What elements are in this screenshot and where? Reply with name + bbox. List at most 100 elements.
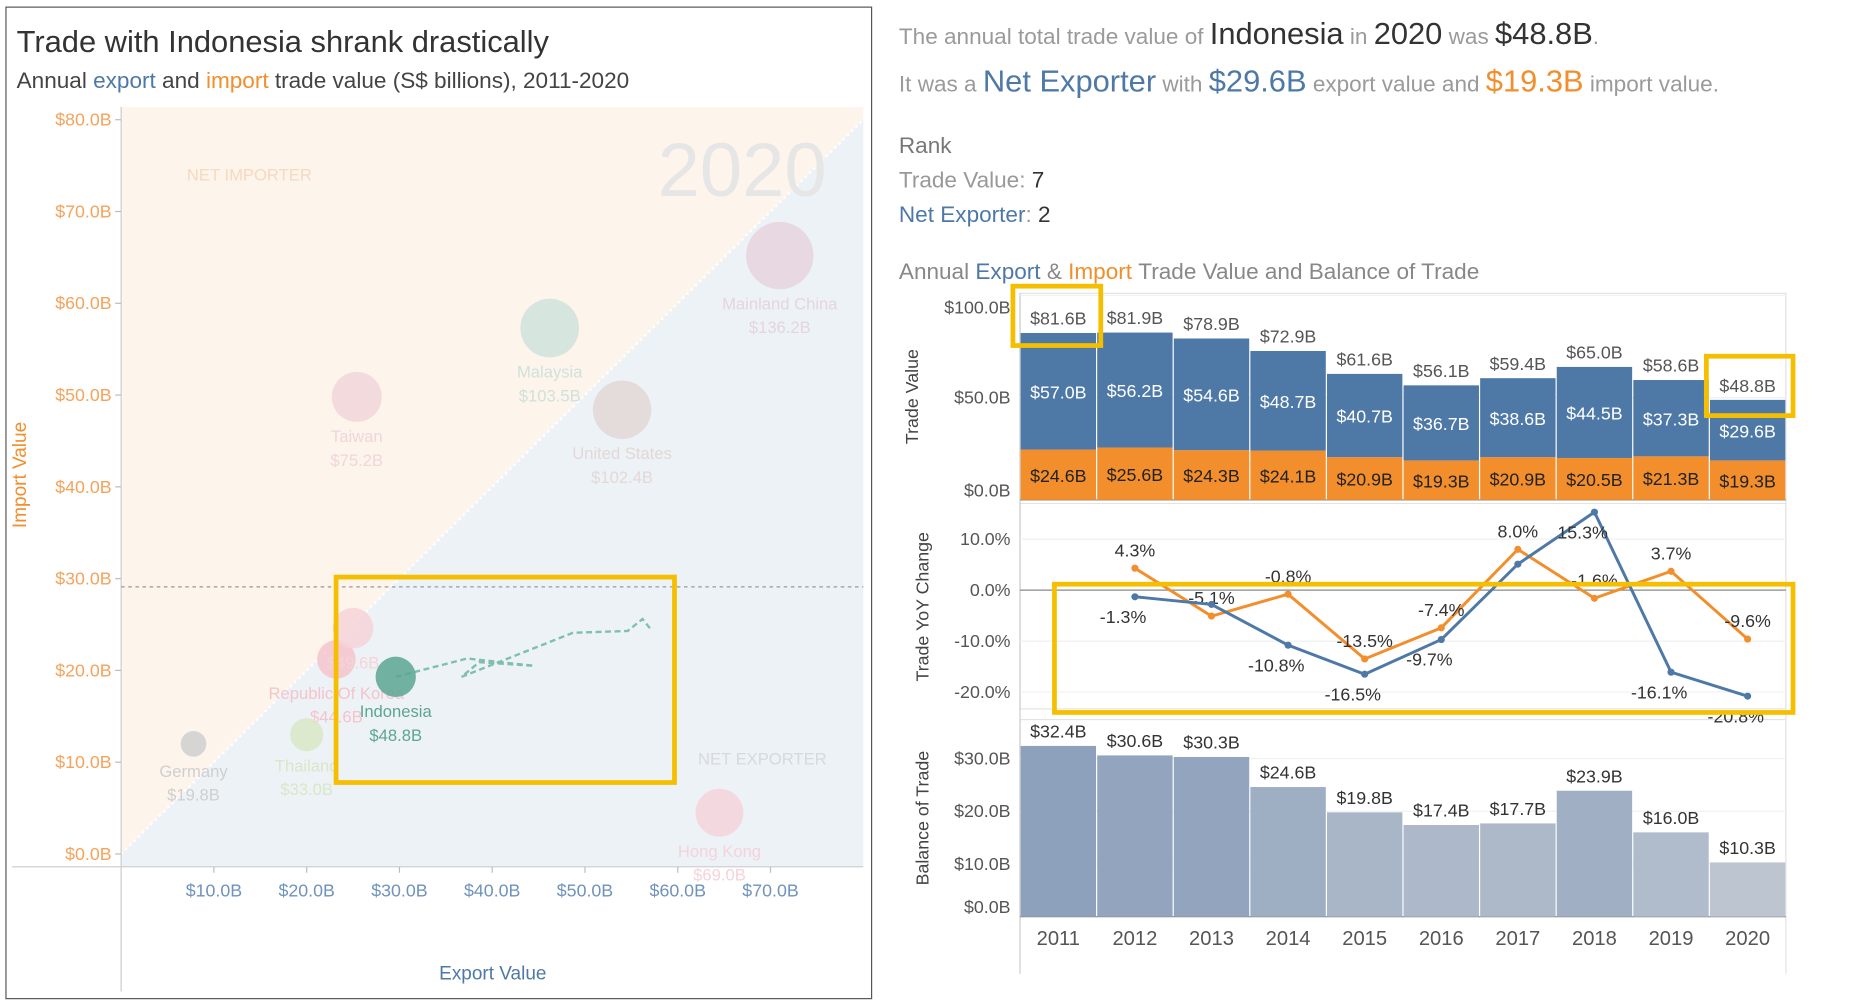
yoy-label: -16.5%: [1325, 684, 1382, 704]
bar-segment: [1020, 332, 1097, 450]
bar-label: $54.6B: [1183, 385, 1239, 405]
y-tick-label: 0.0%: [970, 580, 1011, 600]
balance-label: $10.3B: [1719, 838, 1775, 858]
x-tick-label: 2012: [1112, 928, 1157, 950]
balance-bar: [1556, 790, 1633, 917]
rank-value: 7: [1032, 168, 1045, 193]
balance-bar: [1097, 755, 1173, 917]
scatter-plot: 2020 NET IMPORTER NET EXPORTER $0.0B $10.0B $…: [11, 106, 865, 992]
region-label: NET IMPORTER: [187, 165, 312, 184]
yoy-point: [1667, 668, 1675, 676]
bar-label: $24.6B: [1030, 466, 1086, 486]
bar-segment: [1403, 385, 1479, 461]
bubble-name: United States: [572, 444, 672, 463]
bar-label: $36.7B: [1413, 414, 1469, 434]
bar-segment: [1173, 338, 1250, 451]
x-tick-label: 2019: [1649, 928, 1694, 950]
yoy-label: -0.8%: [1265, 566, 1312, 586]
bar-segment: [1250, 450, 1326, 500]
balance-bar: [1326, 812, 1403, 917]
rank-value: 2: [1038, 202, 1051, 227]
subtitle-part: export: [93, 68, 156, 93]
highlight-box: [1052, 581, 1796, 715]
yoy-label: -9.7%: [1406, 650, 1453, 670]
x-tick-label: 2011: [1037, 928, 1080, 950]
bubble-name: Taiwan: [331, 427, 383, 446]
y-tick-label: $30.0B: [55, 569, 111, 589]
balance-label: $23.9B: [1566, 766, 1622, 786]
y-tick-label: $70.0B: [55, 201, 111, 221]
balance-bar: [1480, 823, 1556, 917]
yoy-label: -9.6%: [1724, 611, 1771, 631]
yoy-point: [1207, 612, 1216, 620]
yoy-point: [1131, 593, 1139, 601]
y-tick-label: $10.0B: [55, 752, 111, 772]
title-part: &: [1047, 259, 1062, 284]
bubble-total: $102.4B: [591, 468, 653, 487]
bubble: [332, 607, 374, 649]
bar-label: $40.7B: [1336, 407, 1392, 427]
y-tick-label: $60.0B: [55, 293, 111, 313]
x-axis-title: Export Value: [439, 964, 546, 985]
summary-line: It was a Net Exporter with $29.6B export…: [899, 63, 1719, 98]
balance-bar: [1250, 787, 1326, 917]
watermark: 2020: [658, 128, 827, 213]
balance-bar: [1173, 756, 1250, 917]
total-label: $81.6B: [1030, 309, 1086, 329]
y-axis-title: Balance of Trade: [913, 751, 933, 886]
bubble-name: Indonesia: [360, 702, 433, 721]
total-label: $56.1B: [1413, 361, 1469, 381]
bar-label: $56.2B: [1107, 381, 1163, 401]
net-exporter-region: [121, 119, 864, 867]
balance-bar: [1709, 862, 1786, 917]
bubble-total: $103.5B: [519, 386, 581, 405]
right-chart-title: Annual Export & Import Trade Value and B…: [899, 259, 1479, 284]
total-label: $81.9B: [1107, 308, 1163, 328]
balance-label: $16.0B: [1643, 808, 1699, 828]
yoy-label: -13.5%: [1336, 631, 1393, 651]
x-tick-label: $40.0B: [464, 881, 520, 901]
x-tick-label: 2018: [1572, 928, 1617, 950]
balance-bar: [1633, 832, 1709, 917]
balance-label: $17.4B: [1413, 801, 1469, 821]
y-tick-label: $20.0B: [954, 801, 1010, 821]
y-tick-label: -10.0%: [954, 631, 1011, 651]
yoy-label: -20.8%: [1708, 706, 1765, 726]
y-tick-label: $10.0B: [954, 854, 1010, 874]
y-axis-title: Trade YoY Change: [913, 532, 933, 682]
y-tick-label: $50.0B: [55, 385, 111, 405]
bar-segment: [1633, 456, 1709, 500]
bubble-total: $49.6B: [327, 654, 380, 673]
yoy-point: [1744, 635, 1752, 643]
balance-label: $32.4B: [1030, 722, 1086, 742]
highlight-box: [1010, 283, 1104, 348]
y-tick-label: $30.0B: [954, 749, 1010, 769]
yoy-label: 3.7%: [1651, 543, 1692, 563]
total-label: $72.9B: [1260, 326, 1316, 346]
bubble-total: $19.8B: [167, 786, 220, 805]
balance-label: $17.7B: [1490, 799, 1546, 819]
bubble: [520, 298, 580, 358]
subtitle-part: trade value (S$ billions), 2011-2020: [275, 68, 629, 93]
bar-label: $25.6B: [1107, 465, 1163, 485]
subtitle-part: and: [162, 68, 200, 93]
balance-label: $19.8B: [1336, 788, 1392, 808]
x-tick-label: 2016: [1419, 928, 1464, 950]
bar-label: $20.9B: [1336, 470, 1392, 490]
yoy-label: -1.3%: [1100, 607, 1147, 627]
total-label: $58.6B: [1643, 356, 1699, 376]
bubble: [180, 730, 207, 757]
bar-label: $37.3B: [1643, 409, 1699, 429]
bar-segment: [1097, 447, 1173, 500]
bar-label: $44.5B: [1566, 404, 1622, 424]
bar-segment: [1403, 460, 1479, 500]
bar-segment: [1709, 399, 1786, 461]
title-part: Import: [1068, 259, 1133, 284]
yoy-point: [1514, 560, 1522, 568]
total-label: $78.9B: [1183, 314, 1239, 334]
bubble-total: $136.2B: [749, 318, 811, 337]
parity-line: [120, 118, 865, 855]
bar-label: $38.6B: [1490, 409, 1546, 429]
